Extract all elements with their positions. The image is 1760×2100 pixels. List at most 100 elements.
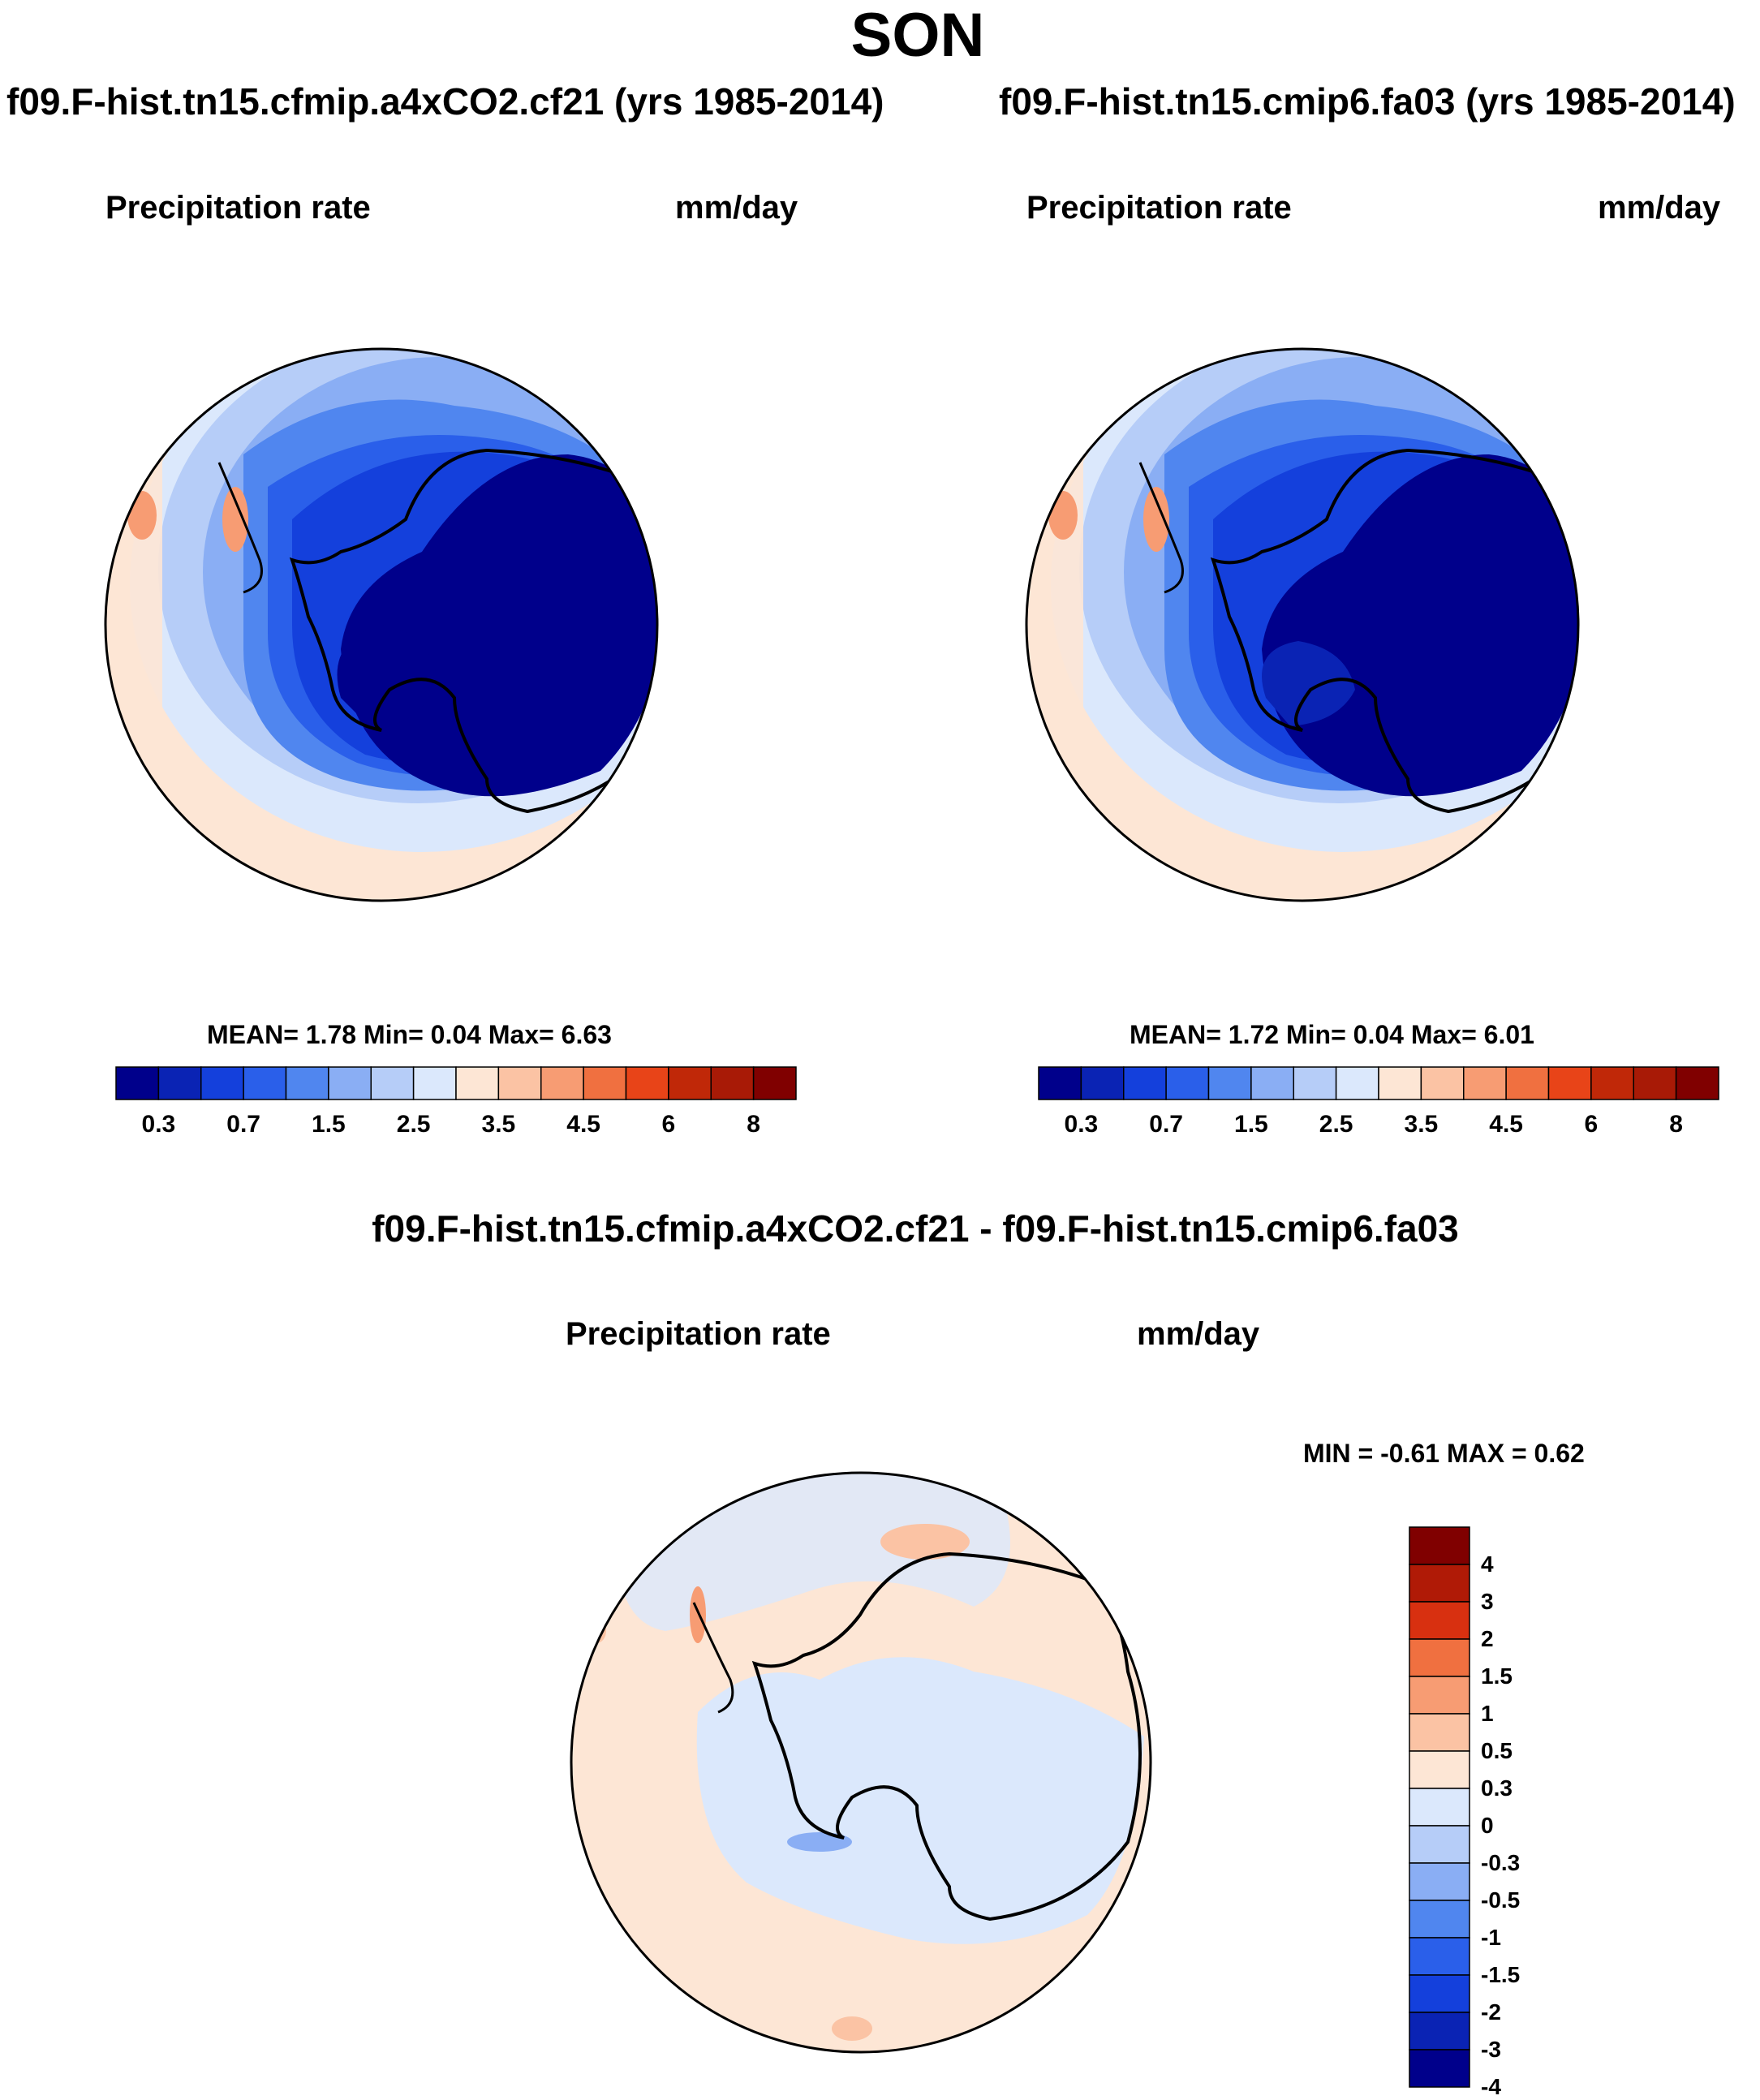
colorbar-swatch: [1590, 1066, 1634, 1100]
panel-1-mean: 1.78: [305, 1020, 357, 1049]
colorbar-tick-label: 4.5: [1489, 1111, 1523, 1138]
diff-stats: MIN = -0.61 MAX = 0.62: [1303, 1439, 1585, 1469]
colorbar-swatch: [1409, 1676, 1470, 1715]
colorbar-tick-label: 2.5: [396, 1111, 431, 1138]
colorbar-swatch: [1675, 1066, 1719, 1100]
panel-1-stats: MEAN= 1.78 Min= 0.04 Max= 6.63: [207, 1020, 612, 1050]
colorbar-tick-label: 0: [1481, 1813, 1494, 1838]
panel-2-colorbar: [1038, 1066, 1719, 1100]
colorbar-tick-label: -0.3: [1481, 1850, 1521, 1875]
colorbar-swatch: [1409, 1862, 1470, 1901]
colorbar-swatch: [1165, 1066, 1210, 1100]
colorbar-swatch: [1420, 1066, 1465, 1100]
panel-2-mean-label: MEAN=: [1130, 1020, 1221, 1049]
colorbar-swatch: [1409, 1713, 1470, 1752]
colorbar-swatch: [1335, 1066, 1379, 1100]
figure-title: SON: [850, 1, 985, 70]
colorbar-tick-label: 0.3: [141, 1111, 176, 1138]
diff-max: 0.62: [1534, 1439, 1585, 1468]
colorbar-swatch: [710, 1066, 755, 1100]
colorbar-tick-label: 8: [1669, 1111, 1683, 1138]
colorbar-swatch: [1409, 1900, 1470, 1939]
colorbar-swatch: [668, 1066, 712, 1100]
colorbar-tick-label: 8: [747, 1111, 760, 1138]
diff-colorbar: [1409, 1526, 1470, 2088]
colorbar-tick-label: 0.3: [1064, 1111, 1099, 1138]
colorbar-tick-label: 6: [661, 1111, 676, 1138]
colorbar-swatch: [497, 1066, 542, 1100]
colorbar-tick-label: 0.5: [1481, 1738, 1513, 1763]
diff-panel-variable: Precipitation rate: [566, 1316, 831, 1352]
colorbar-swatch: [583, 1066, 627, 1100]
colorbar-tick-label: 3.5: [481, 1111, 516, 1138]
panel-2-units: mm/day: [1598, 190, 1721, 226]
colorbar-swatch: [455, 1066, 500, 1100]
colorbar-tick-label: 2: [1481, 1626, 1494, 1651]
colorbar-swatch: [1547, 1066, 1592, 1100]
colorbar-tick-label: 4.5: [566, 1111, 600, 1138]
colorbar-swatch: [625, 1066, 669, 1100]
colorbar-tick-label: 0.3: [1481, 1775, 1513, 1801]
panel-1-max-label: Max=: [488, 1020, 554, 1049]
colorbar-tick-label: 1.5: [312, 1111, 346, 1138]
colorbar-tick-label: -2: [1481, 1999, 1501, 2025]
colorbar-swatch: [1409, 1526, 1470, 1565]
diff-min-label: MIN =: [1303, 1439, 1374, 1468]
panel-2-min: 0.04: [1353, 1020, 1404, 1049]
panel-2-title: f09.F-hist.tn15.cmip6.fa03 (yrs 1985-201…: [999, 80, 1736, 123]
colorbar-swatch: [1409, 1750, 1470, 1789]
panel-1-mean-label: MEAN=: [207, 1020, 299, 1049]
colorbar-swatch: [1409, 1974, 1470, 2013]
colorbar-swatch: [1207, 1066, 1252, 1100]
colorbar-swatch: [1409, 1601, 1470, 1640]
colorbar-tick-label: -4: [1481, 2074, 1501, 2099]
colorbar-tick-label: -3: [1481, 2037, 1501, 2062]
diff-max-label: MAX =: [1446, 1439, 1527, 1468]
colorbar-tick-label: 2.5: [1319, 1111, 1353, 1138]
colorbar-swatch: [1378, 1066, 1422, 1100]
colorbar-tick-label: 1.5: [1234, 1111, 1268, 1138]
colorbar-swatch: [1409, 1937, 1470, 1976]
colorbar-tick-label: 1: [1481, 1701, 1494, 1726]
colorbar-swatch: [1633, 1066, 1677, 1100]
panel-1-variable: Precipitation rate: [105, 190, 371, 226]
colorbar-swatch: [115, 1066, 160, 1100]
panel-2-stats: MEAN= 1.72 Min= 0.04 Max= 6.01: [1130, 1020, 1534, 1050]
diff-map: [571, 1473, 1151, 2052]
colorbar-tick-label: 1.5: [1481, 1663, 1513, 1689]
colorbar-swatch: [1409, 2012, 1470, 2051]
colorbar-swatch: [1409, 1638, 1470, 1677]
panel-2-min-label: Min=: [1285, 1020, 1346, 1049]
panel-1-units: mm/day: [675, 190, 798, 226]
diff-panel-units: mm/day: [1137, 1316, 1260, 1352]
colorbar-tick-label: 3.5: [1404, 1111, 1439, 1138]
diff-min: -0.61: [1380, 1439, 1440, 1468]
colorbar-swatch: [157, 1066, 202, 1100]
colorbar-swatch: [1123, 1066, 1167, 1100]
colorbar-tick-label: -0.5: [1481, 1887, 1521, 1913]
panel-2-max: 6.01: [1483, 1020, 1534, 1049]
colorbar-swatch: [1293, 1066, 1337, 1100]
panel-1-map: [105, 349, 657, 901]
colorbar-swatch: [540, 1066, 584, 1100]
colorbar-tick-label: 3: [1481, 1589, 1494, 1614]
colorbar-swatch: [1038, 1066, 1082, 1100]
colorbar-swatch: [1250, 1066, 1294, 1100]
panel-1-title: f09.F-hist.tn15.cfmip.a4xCO2.cf21 (yrs 1…: [6, 80, 884, 123]
panel-2-mean: 1.72: [1228, 1020, 1280, 1049]
panel-1-max: 6.63: [561, 1020, 612, 1049]
colorbar-tick-label: 0.7: [1149, 1111, 1183, 1138]
colorbar-swatch: [1080, 1066, 1125, 1100]
panel-2-variable: Precipitation rate: [1026, 190, 1292, 226]
colorbar-swatch: [1463, 1066, 1507, 1100]
colorbar-swatch: [752, 1066, 797, 1100]
colorbar-swatch: [243, 1066, 287, 1100]
colorbar-swatch: [1409, 1825, 1470, 1864]
colorbar-swatch: [1505, 1066, 1550, 1100]
colorbar-swatch: [1409, 1788, 1470, 1827]
panel-2-map: [1026, 349, 1578, 901]
colorbar-swatch: [285, 1066, 329, 1100]
colorbar-tick-label: -1.5: [1481, 1962, 1521, 1987]
colorbar-swatch: [1409, 2049, 1470, 2088]
